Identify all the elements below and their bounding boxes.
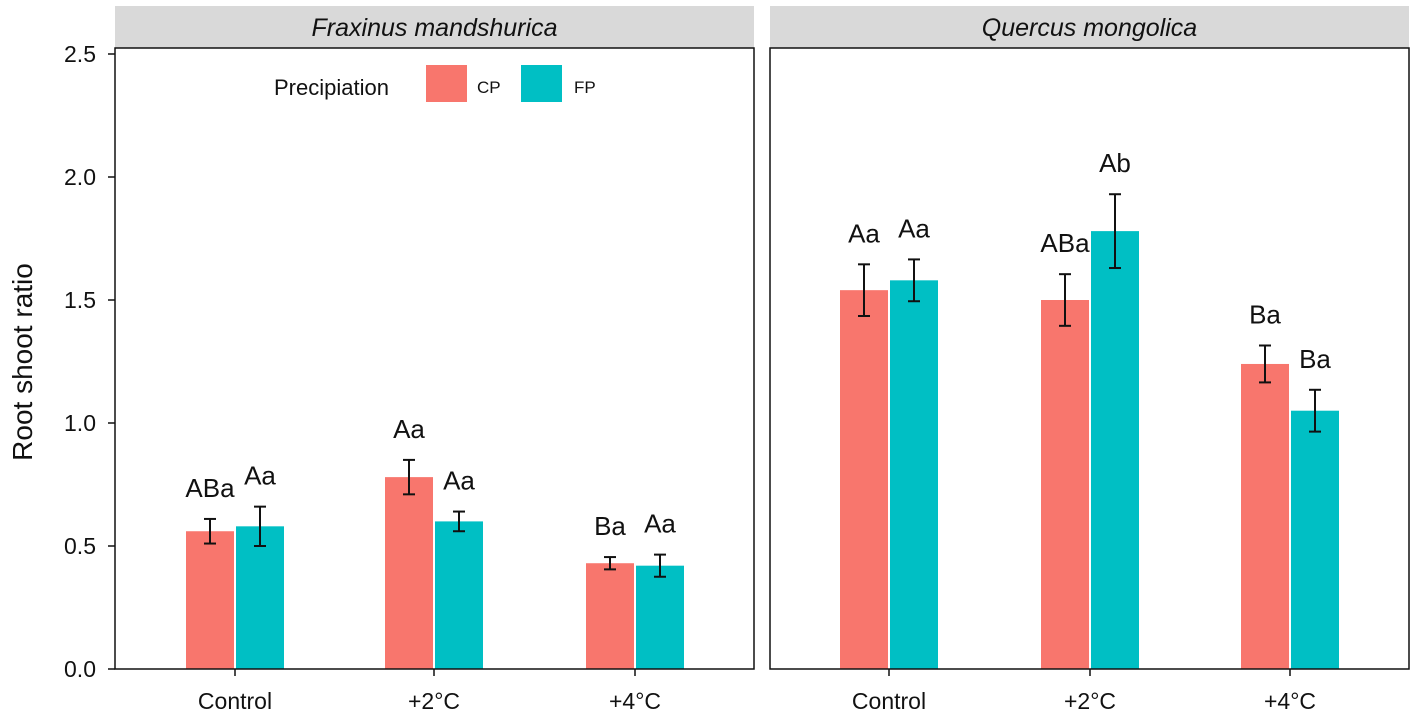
error-bar-cp — [204, 517, 216, 545]
x-tick-marks — [234, 669, 1291, 676]
y-tick-label: 2.0 — [64, 164, 96, 190]
y-tick-marks — [108, 53, 115, 670]
error-bar-cp — [858, 263, 870, 317]
panel-title: Quercus mongolica — [982, 14, 1197, 42]
bar-fp — [1091, 231, 1139, 669]
bar-cp — [1041, 300, 1089, 669]
significance-label-cp: Aa — [848, 218, 880, 248]
y-tick-label: 0.0 — [64, 656, 96, 682]
x-tick-label: +4°C — [609, 688, 661, 714]
error-bar-fp — [654, 553, 666, 578]
significance-label-cp: Ba — [1249, 300, 1281, 330]
error-bar-fp — [254, 505, 266, 547]
legend: Precipiation CP FP — [274, 65, 596, 102]
legend-label-cp: CP — [477, 78, 501, 97]
legend-swatch-cp — [426, 65, 467, 102]
bar-cp — [586, 563, 634, 669]
significance-label-cp: ABa — [185, 473, 235, 503]
bar-cp — [1241, 363, 1289, 669]
panel-strip — [770, 6, 1409, 48]
significance-label-fp: Aa — [443, 466, 475, 496]
significance-label-cp: Aa — [393, 414, 425, 444]
legend-swatch-fp — [521, 65, 562, 102]
bar-cp — [385, 477, 433, 669]
y-tick-label: 2.5 — [64, 41, 96, 67]
legend-label-fp: FP — [574, 78, 596, 97]
significance-label-cp: Ba — [594, 511, 626, 541]
y-tick-label: 1.5 — [64, 287, 96, 313]
y-tick-labels: 0.0 0.5 1.0 1.5 2.0 2.5 — [64, 41, 96, 682]
y-tick-label: 0.5 — [64, 533, 96, 559]
panel-title: Fraxinus mandshurica — [312, 14, 558, 42]
error-bar-cp — [604, 556, 616, 571]
significance-label-cp: ABa — [1040, 228, 1090, 258]
bar-fp — [1291, 410, 1339, 669]
significance-label-fp: Ba — [1299, 344, 1331, 374]
significance-label-fp: Aa — [644, 509, 676, 539]
x-tick-label: +2°C — [1064, 688, 1116, 714]
x-tick-labels: Control +2°C +4°C Control +2°C +4°C — [198, 688, 1316, 714]
significance-label-fp: Ab — [1099, 148, 1131, 178]
bar-cp — [840, 290, 888, 669]
significance-label-fp: Aa — [244, 461, 276, 491]
error-bar-cp — [1259, 344, 1271, 384]
bar-fp — [636, 565, 684, 669]
legend-title: Precipiation — [274, 75, 389, 100]
error-bar-fp — [908, 258, 920, 303]
error-bar-fp — [1109, 193, 1121, 270]
error-bar-cp — [403, 458, 415, 496]
panel-bars: ABa Aa Ba Aa Aa Aa — [185, 414, 684, 669]
x-tick-label: +4°C — [1264, 688, 1316, 714]
y-axis-label: Root shoot ratio — [7, 263, 38, 461]
panel-bars: Aa ABa Ba Aa Ab Ba — [840, 148, 1339, 669]
panel-quercus: Quercus mongolica Aa ABa Ba Aa Ab Ba — [769, 6, 1410, 670]
panel-fraxinus: Fraxinus mandshurica ABa Aa Ba Aa Aa Aa — [114, 6, 755, 670]
x-tick-label: Control — [198, 688, 272, 714]
bar-fp — [435, 521, 483, 669]
bar-fp — [890, 280, 938, 669]
x-tick-label: Control — [852, 688, 926, 714]
error-bar-fp — [1309, 388, 1321, 433]
x-tick-label: +2°C — [408, 688, 460, 714]
error-bar-cp — [1059, 273, 1071, 327]
significance-label-fp: Aa — [898, 213, 930, 243]
bar-cp — [186, 531, 234, 669]
panel-strip — [115, 6, 754, 48]
y-tick-label: 1.0 — [64, 410, 96, 436]
bar-fp — [236, 526, 284, 669]
error-bar-fp — [453, 510, 465, 533]
